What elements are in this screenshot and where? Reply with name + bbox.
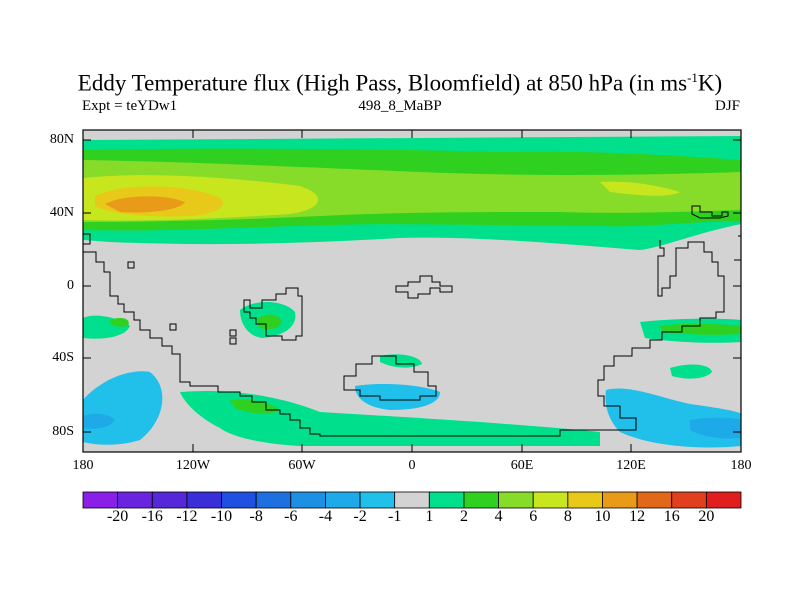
lon-label-120e: 120E	[616, 458, 646, 473]
colorbar-label: 1	[425, 508, 434, 525]
colorbar-box	[532, 491, 569, 509]
colorbar-box	[394, 491, 430, 509]
colorbar-label: 16	[663, 508, 680, 525]
colorbar-label: -4	[318, 508, 333, 525]
lon-label-180w: 180	[72, 458, 94, 473]
colorbar-box	[602, 491, 638, 509]
colorbar-box	[82, 491, 119, 509]
colorbar-label: 4	[494, 508, 503, 525]
lon-label-0: 0	[408, 458, 416, 473]
season-label: DJF	[714, 98, 740, 114]
lon-label-60e: 60E	[510, 458, 534, 473]
colorbar-box	[463, 491, 499, 509]
colorbar-box	[151, 491, 188, 509]
title-superscript: -1	[687, 70, 698, 85]
colorbar-box	[359, 491, 396, 509]
colorbar-box	[186, 491, 222, 509]
coastlines	[83, 205, 741, 437]
colorbar-label: -20	[106, 508, 129, 525]
lat-label-40s: 40S	[52, 350, 74, 365]
southern-ocean	[83, 354, 741, 448]
colorbar-label: -2	[353, 508, 367, 525]
southern-patches	[83, 301, 741, 379]
run-label: 498_8_MaBP	[358, 98, 442, 114]
lon-label-180e: 180	[730, 458, 752, 473]
colorbar-box	[428, 491, 465, 509]
colorbar-box	[671, 491, 707, 509]
northern-band	[83, 136, 741, 250]
lat-label-80n: 80N	[49, 132, 74, 147]
colorbar-label: -16	[141, 508, 163, 525]
colorbar-label: 20	[698, 508, 715, 525]
experiment-label: Expt = teYDw1	[82, 98, 178, 114]
colorbar-label: 6	[529, 508, 538, 525]
colorbar-box	[325, 491, 361, 509]
lat-label-40n: 40N	[49, 205, 74, 220]
colorbar-label: 12	[629, 508, 646, 525]
lat-label-80s: 80S	[52, 424, 74, 439]
lon-label-60w: 60W	[288, 458, 316, 473]
colorbar-box	[255, 491, 292, 509]
colorbar-box	[636, 491, 673, 509]
title-main: Eddy Temperature flux (High Pass, Bloomf…	[77, 70, 688, 96]
axis-ticks	[83, 130, 741, 452]
colorbar-box	[117, 491, 153, 509]
lat-label-0: 0	[67, 278, 74, 293]
colorbar-label: -6	[284, 508, 298, 525]
colorbar-label: -1	[388, 508, 402, 525]
colorbar-label: -8	[249, 508, 263, 525]
colorbar-box	[498, 491, 534, 509]
colorbar-box	[221, 491, 257, 509]
colorbar-label: 2	[459, 508, 468, 525]
lon-label-120w: 120W	[175, 458, 211, 473]
colorbar-box	[705, 491, 742, 509]
title-end: K)	[697, 70, 723, 96]
colorbar-label: -12	[176, 508, 198, 525]
colorbar-label: 8	[563, 508, 572, 525]
colorbar-box	[290, 491, 326, 509]
colorbar-label: 10	[594, 508, 611, 525]
colorbar-box	[567, 491, 603, 509]
map-title: Eddy Temperature flux (High Pass, Bloomf…	[0, 70, 800, 97]
colorbar-label: -10	[210, 508, 233, 525]
